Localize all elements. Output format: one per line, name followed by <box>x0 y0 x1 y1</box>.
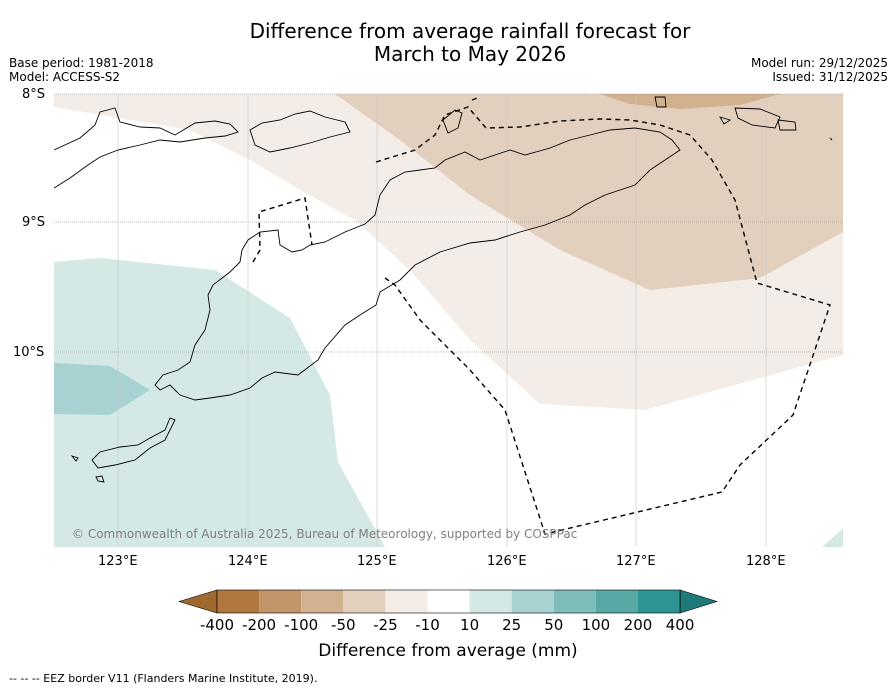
colorbar-arrow-high <box>679 589 719 614</box>
colorbar-segment <box>553 590 596 613</box>
eez-footnote: -- -- -- EEZ border V11 (Flanders Marine… <box>9 672 318 685</box>
small-island-4 <box>719 116 732 125</box>
metadata-right: Model run: 29/12/2025 Issued: 31/12/2025 <box>751 56 888 84</box>
lon-label-123e: 123°E <box>98 554 138 569</box>
timor-coast <box>154 127 681 401</box>
colorbar-segment <box>638 590 681 613</box>
copyright-notice: © Commonwealth of Australia 2025, Bureau… <box>72 527 578 541</box>
title-line-2: March to May 2026 <box>373 42 567 66</box>
colorbar-segment <box>343 590 386 613</box>
model-run: Model run: 29/12/2025 <box>750 56 888 70</box>
title-line-1: Difference from average rainfall forecas… <box>249 19 691 43</box>
model-name: Model: ACCESS-S2 <box>9 70 121 84</box>
rote-island <box>91 417 176 469</box>
shade-minus-25-to-50 <box>335 94 843 290</box>
small-island-6 <box>829 137 833 141</box>
eez-border-north <box>471 96 481 101</box>
eez-border <box>252 96 831 535</box>
forecast-shading <box>54 94 843 547</box>
colorbar-tick-label: -400 <box>199 616 235 634</box>
shade-minus-50-to-100 <box>600 94 780 109</box>
colorbar-tick-label: 100 <box>581 616 611 634</box>
alor-island <box>249 110 351 153</box>
small-island-1 <box>654 96 667 108</box>
colorbar-segment <box>259 590 302 613</box>
colorbar-tick-label: 10 <box>460 616 480 634</box>
colorbar-segment <box>469 590 512 613</box>
small-island-5 <box>95 475 105 483</box>
graticule <box>54 93 843 547</box>
colorbar-tick-label: 200 <box>623 616 653 634</box>
metadata-left: Base period: 1981-2018 Model: ACCESS-S2 <box>9 56 154 84</box>
colorbar-tick-label: 25 <box>502 616 522 634</box>
colorbar-segment <box>511 590 554 613</box>
lon-label-124e: 124°E <box>228 554 268 569</box>
sawu-island <box>70 455 79 462</box>
shade-plus-25-to-50 <box>54 363 150 415</box>
lat-label-10s: 10°S <box>13 345 45 360</box>
lon-label-128e: 128°E <box>746 554 786 569</box>
colorbar-segment <box>217 590 260 613</box>
colorbar-tick-label: -100 <box>284 616 319 634</box>
small-island-3 <box>777 119 797 131</box>
lat-label-9s: 9°S <box>22 215 46 230</box>
shade-plus-10-to-25 <box>54 258 385 547</box>
map-title: Difference from average rainfall forecas… <box>0 20 896 66</box>
colorbar-title: Difference from average (mm) <box>318 641 578 661</box>
colorbar-tick-label: 400 <box>665 616 695 634</box>
issued-date: Issued: 31/12/2025 <box>772 70 888 84</box>
coastlines <box>54 96 833 483</box>
colorbar-segment <box>385 590 428 613</box>
eez-border-oecusse <box>252 197 313 263</box>
colorbar-arrow-low <box>177 589 218 614</box>
colorbar-tick-label: -50 <box>331 616 356 634</box>
colorbar-segment <box>595 590 638 613</box>
colorbar-segment <box>427 590 470 613</box>
shade-corner-se <box>822 528 843 547</box>
lon-label-125e: 125°E <box>357 554 397 569</box>
colorbar-tick-label: -25 <box>373 616 398 634</box>
base-period: Base period: 1981-2018 <box>9 56 154 70</box>
colorbar-outline <box>216 589 681 614</box>
flores-alor-coast <box>54 107 239 189</box>
colorbar-tick-label: -10 <box>415 616 440 634</box>
small-island-2 <box>734 107 781 129</box>
colorbar-tick-label: -200 <box>242 616 277 634</box>
wetar-island <box>442 109 463 134</box>
colorbar <box>177 589 719 614</box>
colorbar-segment <box>301 590 344 613</box>
lon-label-127e: 127°E <box>616 554 656 569</box>
eez-border-main <box>375 106 831 535</box>
lat-label-8s: 8°S <box>22 87 46 102</box>
colorbar-tick-label: 50 <box>544 616 564 634</box>
lon-label-126e: 126°E <box>487 554 527 569</box>
